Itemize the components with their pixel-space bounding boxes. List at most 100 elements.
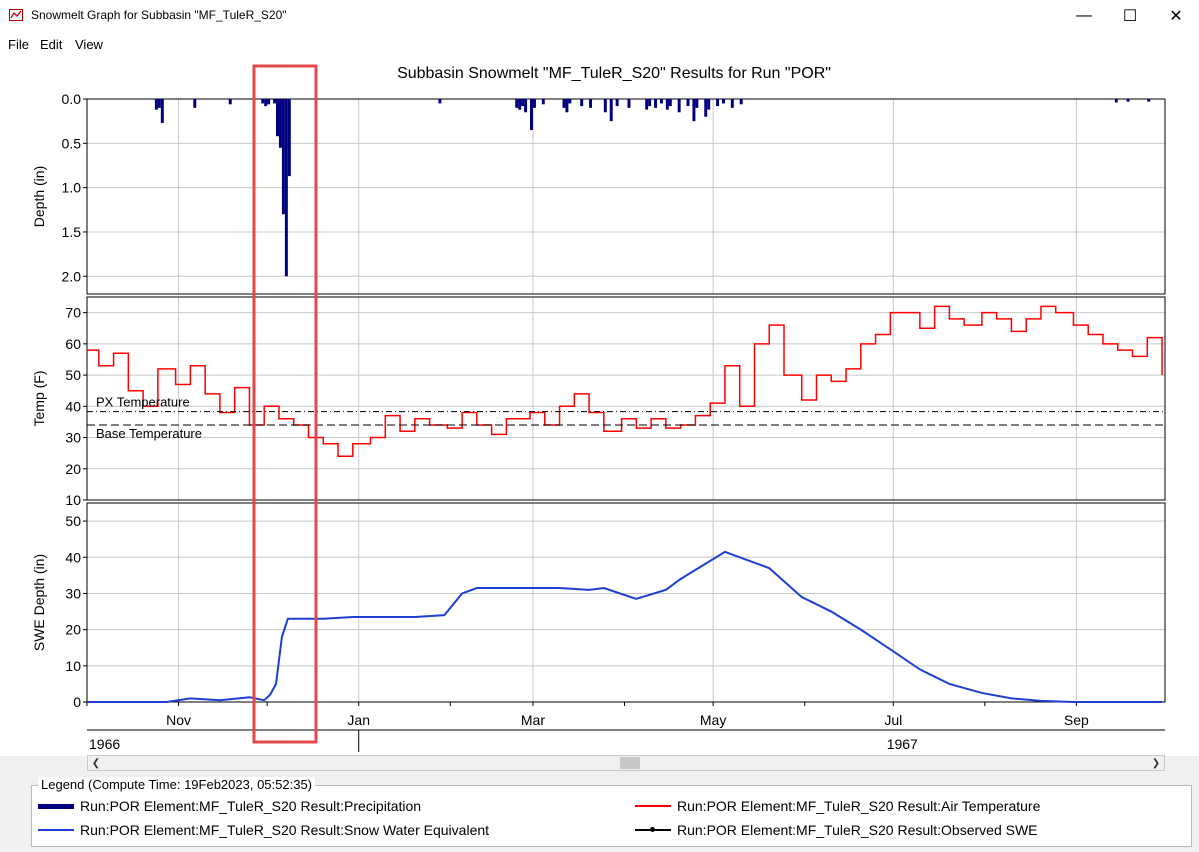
snowmelt-chart[interactable]: Subbasin Snowmelt "MF_TuleR_S20" Results… — [0, 56, 1199, 756]
precip-bar — [278, 99, 282, 148]
window-title: Snowmelt Graph for Subbasin "MF_TuleR_S2… — [31, 8, 287, 22]
precip-bar — [580, 99, 584, 107]
y-tick-label: 10 — [65, 658, 81, 674]
close-button[interactable]: ✕ — [1153, 0, 1199, 32]
precip-bar — [541, 99, 545, 105]
precip-bar — [603, 99, 607, 113]
legend-item-air-temperature: Run:POR Element:MF_TuleR_S20 Result:Air … — [635, 797, 1040, 815]
precip-bar — [264, 99, 268, 107]
precip-bar — [532, 99, 536, 108]
snow-water-equivalent-line — [87, 550, 1163, 703]
legend-swatch-snow-water-equivalent — [38, 829, 74, 831]
precip-bar — [721, 99, 725, 104]
close-icon: ✕ — [1169, 8, 1183, 25]
maximize-icon: ☐ — [1122, 8, 1138, 25]
precip-bar — [530, 99, 533, 131]
y-tick-label: 30 — [65, 430, 81, 446]
y-tick-label: 0.0 — [62, 91, 82, 107]
precip-bar — [438, 99, 442, 104]
legend-swatch-observed-swe — [635, 827, 671, 832]
precip-bar — [627, 99, 631, 108]
precip-bar — [609, 99, 613, 122]
minimize-icon: — — [1076, 7, 1092, 24]
precip-bar — [287, 99, 291, 177]
y-tick-label: 1.0 — [62, 180, 82, 196]
precip-bar — [645, 99, 649, 110]
precip-bar — [515, 99, 519, 108]
maximize-button[interactable]: ☐ — [1107, 0, 1153, 32]
precip-bar — [157, 99, 161, 108]
menu-view[interactable]: View — [75, 37, 103, 52]
legend-label-precipitation: Run:POR Element:MF_TuleR_S20 Result:Prec… — [80, 798, 422, 814]
scroll-left-icon[interactable]: ❮ — [91, 757, 101, 769]
menu-edit[interactable]: Edit — [40, 37, 63, 52]
y-tick-label: 1.5 — [62, 224, 82, 240]
precip-bar — [284, 99, 288, 277]
y-tick-label: 70 — [65, 305, 81, 321]
precip-bar — [276, 99, 279, 137]
y-tick-label: 10 — [65, 492, 81, 508]
precip-bar — [695, 99, 699, 108]
precip-bar — [686, 99, 690, 107]
precip-bar — [228, 99, 232, 105]
precip-bar — [1126, 99, 1130, 102]
legend-label-observed-swe: Run:POR Element:MF_TuleR_S20 Result:Obse… — [677, 822, 1038, 838]
year-label-1966: 1966 — [89, 736, 120, 752]
base-temperature-label: Base Temperature — [96, 426, 202, 441]
minimize-button[interactable]: — — [1061, 0, 1107, 32]
precip-bar — [659, 99, 663, 104]
precip-bar — [654, 99, 658, 108]
menu-file[interactable]: File — [8, 37, 29, 52]
app-icon — [9, 9, 23, 21]
y-tick-label: 50 — [65, 513, 81, 529]
y-axis-label: Depth (in) — [31, 166, 47, 227]
legend-swatch-precipitation — [38, 803, 74, 809]
x-tick-label: Sep — [1064, 712, 1089, 728]
y-tick-label: 30 — [65, 585, 81, 601]
y-tick-label: 2.0 — [62, 268, 82, 284]
y-tick-label: 20 — [65, 461, 81, 477]
plot-area: Subbasin Snowmelt "MF_TuleR_S20" Results… — [0, 56, 1199, 756]
x-tick-label: Jul — [884, 712, 902, 728]
legend-item-precipitation: Run:POR Element:MF_TuleR_S20 Result:Prec… — [38, 797, 421, 815]
precip-bar — [518, 99, 522, 110]
x-tick-label: Jan — [347, 712, 370, 728]
legend-item-snow-water-equivalent: Run:POR Element:MF_TuleR_S20 Result:Snow… — [38, 821, 489, 839]
scroll-right-icon[interactable]: ❯ — [1151, 757, 1161, 769]
y-axis-label: Temp (F) — [31, 371, 47, 427]
legend-label-snow-water-equivalent: Run:POR Element:MF_TuleR_S20 Result:Snow… — [80, 822, 490, 838]
legend-panel: Legend (Compute Time: 19Feb2023, 05:52:3… — [31, 777, 1192, 847]
year-label-1967: 1967 — [887, 736, 918, 752]
y-tick-label: 40 — [65, 549, 81, 565]
precip-bar — [704, 99, 708, 117]
precip-bar — [716, 99, 720, 107]
precip-bar — [615, 99, 619, 107]
y-tick-label: 60 — [65, 336, 81, 352]
precip-bar — [739, 99, 743, 105]
precip-bar — [281, 99, 285, 215]
y-tick-label: 0 — [73, 694, 81, 710]
y-tick-label: 50 — [65, 367, 81, 383]
x-tick-label: Nov — [166, 712, 191, 728]
precip-bar — [273, 99, 277, 104]
precip-bar — [565, 99, 569, 113]
air-temperature-line — [87, 305, 1163, 458]
px-temperature-label: PX Temperature — [96, 395, 190, 410]
y-tick-label: 40 — [65, 398, 81, 414]
precip-bar — [589, 99, 593, 108]
legend-title: Legend (Compute Time: 19Feb2023, 05:52:3… — [38, 777, 316, 792]
precip-bar — [648, 99, 652, 107]
precip-bar — [568, 99, 572, 104]
horizontal-scrollbar[interactable]: ❮ ❯ — [87, 755, 1165, 771]
precip-bar — [707, 99, 711, 110]
precip-bar — [730, 99, 734, 108]
precip-bar — [677, 99, 681, 113]
x-tick-label: May — [700, 712, 726, 728]
precip-bar — [524, 99, 528, 113]
title-bar: Snowmelt Graph for Subbasin "MF_TuleR_S2… — [0, 0, 1199, 32]
scroll-thumb[interactable] — [620, 757, 640, 769]
legend-swatch-air-temperature — [635, 805, 671, 807]
chart-title: Subbasin Snowmelt "MF_TuleR_S20" Results… — [397, 65, 831, 82]
precip-bar — [160, 99, 164, 123]
highlight-box — [252, 64, 318, 744]
